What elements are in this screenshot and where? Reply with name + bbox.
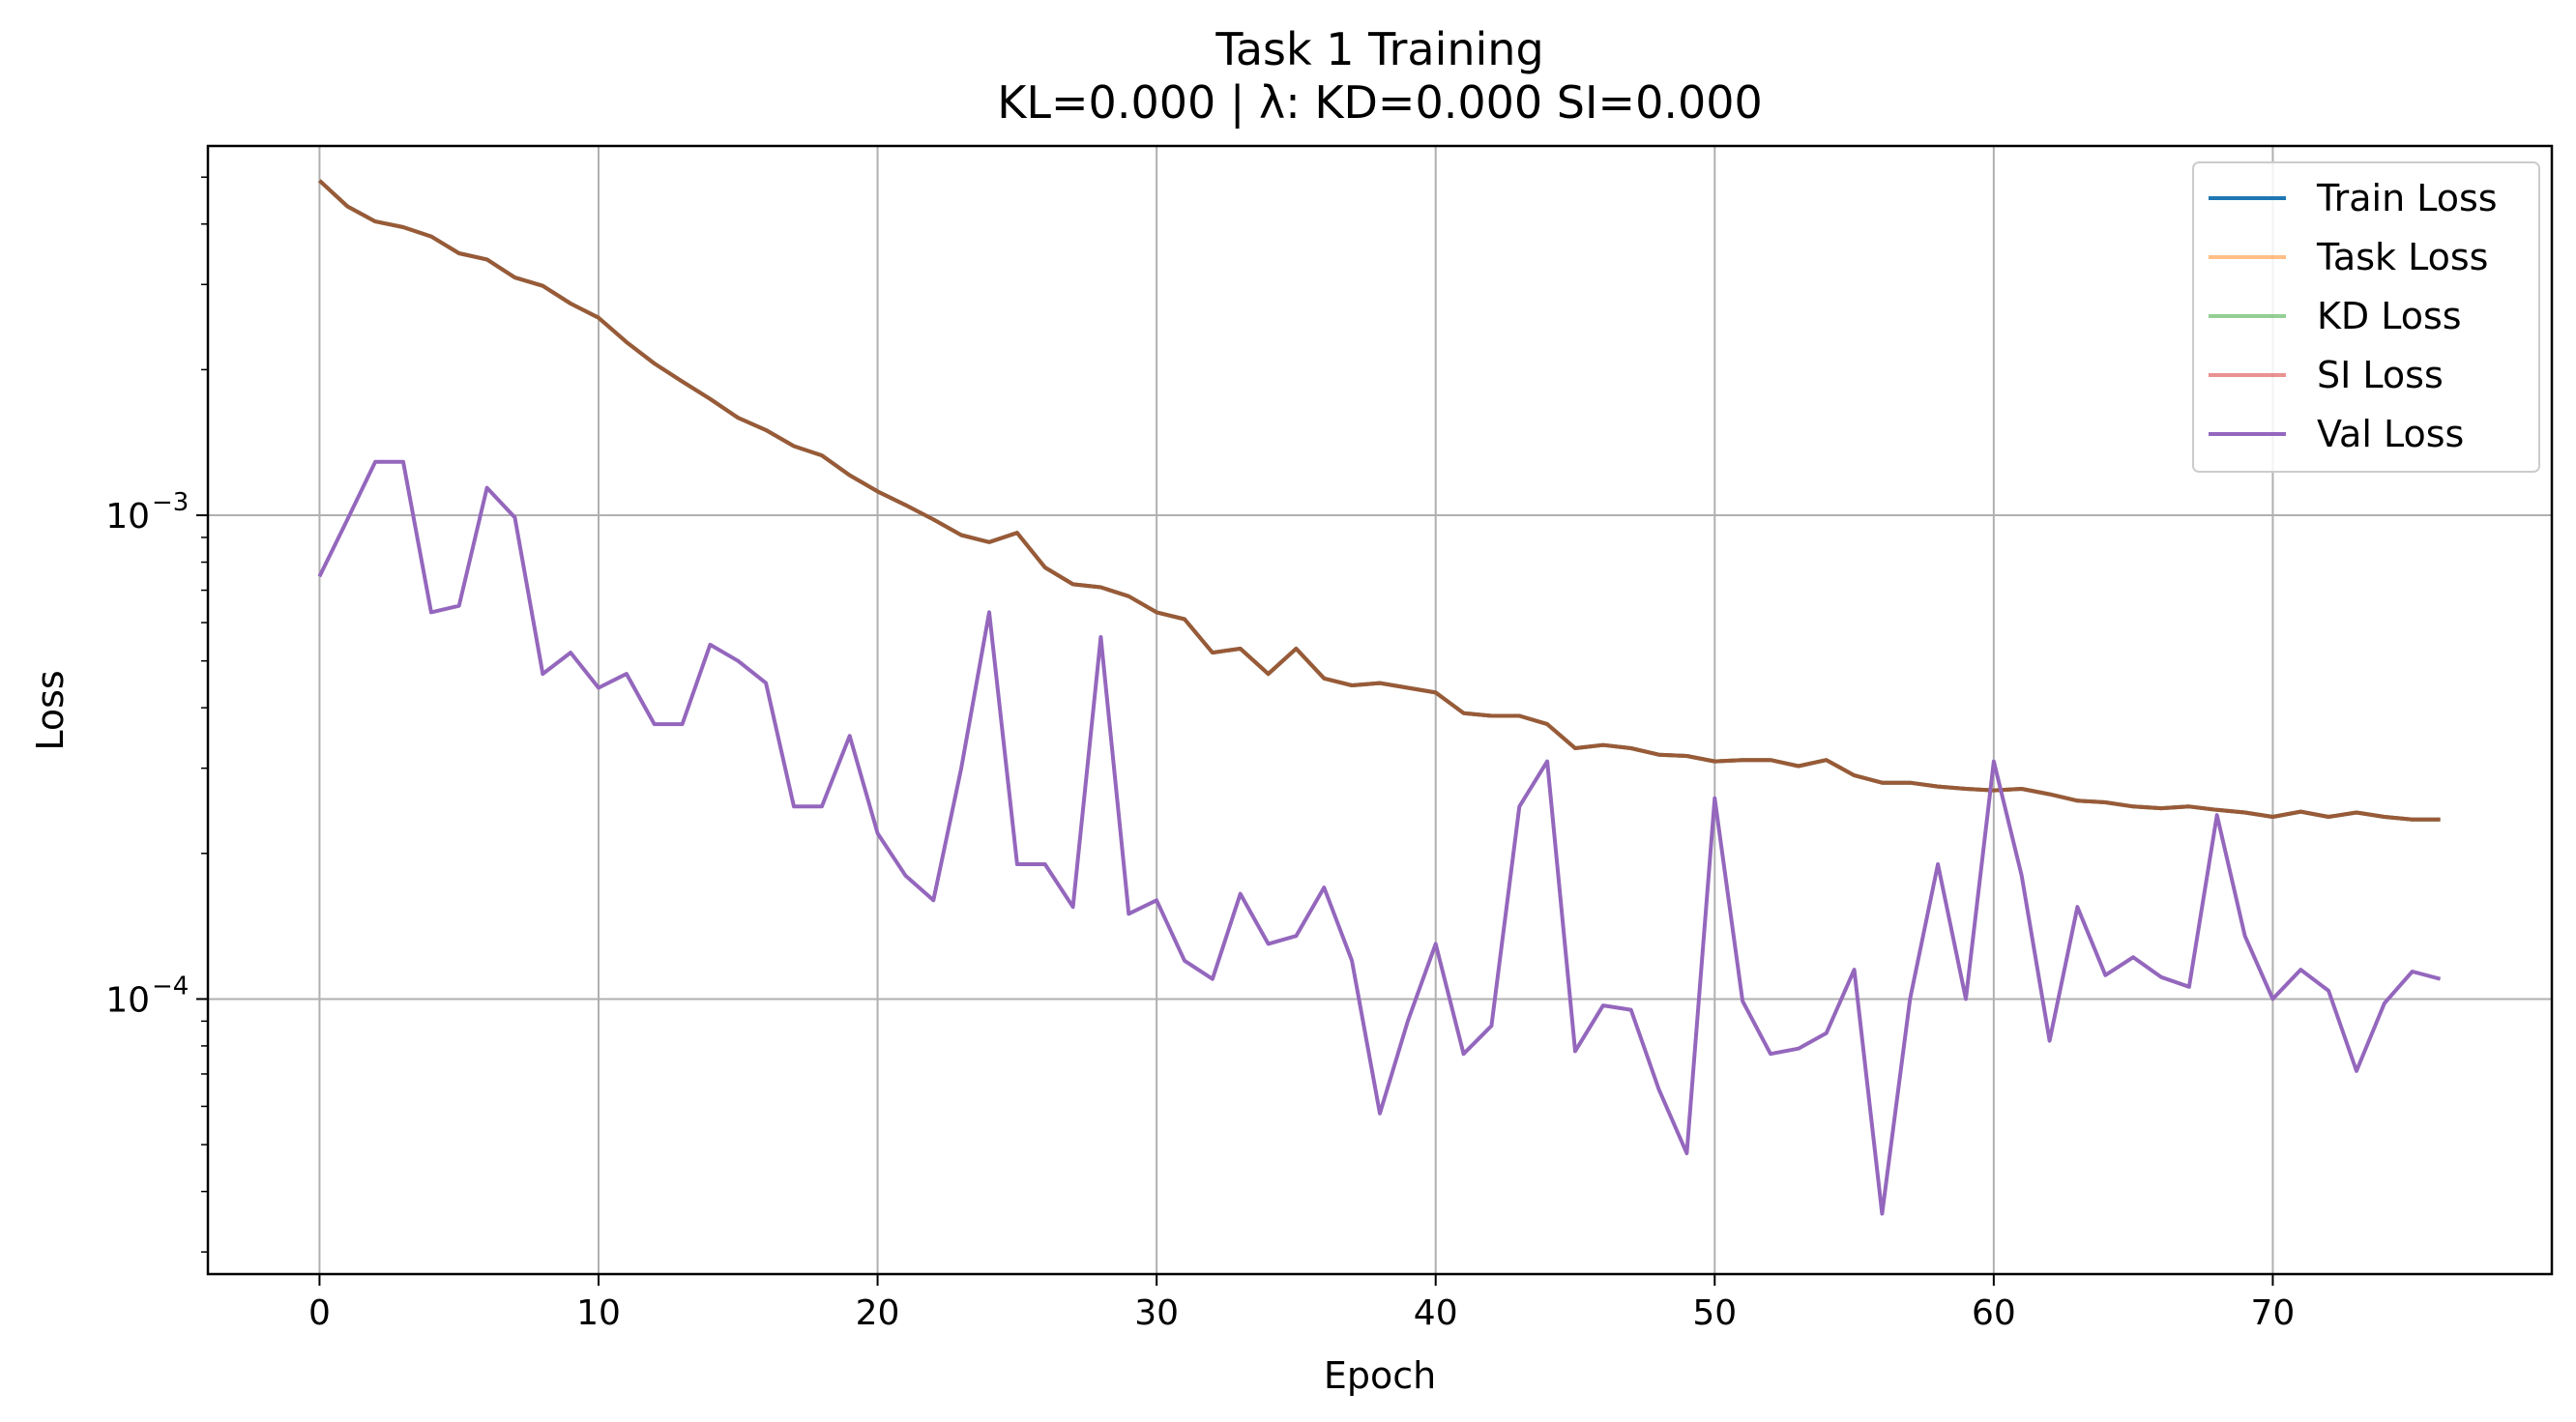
legend-label: Train Loss [2316, 177, 2498, 219]
y-axis-label: Loss [29, 670, 72, 750]
chart-subtitle: KL=0.000 | λ: KD=0.000 SI=0.000 [997, 76, 1763, 130]
x-tick-label: 30 [1134, 1293, 1179, 1333]
legend-label: SI Loss [2317, 354, 2444, 396]
plot-frame [206, 144, 2554, 1276]
x-tick-label: 60 [1972, 1293, 2016, 1333]
chart-title: Task 1 Training [1215, 23, 1543, 75]
legend: Train Loss Task Loss KD Loss SI Loss Val Los… [2192, 161, 2540, 473]
legend-label: KD Loss [2317, 295, 2462, 337]
x-tick-label: 70 [2251, 1293, 2296, 1333]
y-tick-label-exponent: −4 [152, 972, 189, 1001]
y-tick-label: 10 [105, 980, 150, 1020]
legend-label: Val Loss [2317, 413, 2464, 455]
legend-box [2192, 161, 2540, 473]
x-tick-label: 10 [576, 1293, 621, 1333]
y-tick-label-exponent: −3 [152, 488, 189, 517]
series-line-si-loss [318, 179, 2441, 822]
y-tick-label: 10 [105, 497, 150, 537]
x-tick-label: 50 [1692, 1293, 1737, 1333]
x-tick-label: 40 [1414, 1293, 1458, 1333]
x-axis-label: Epoch [1324, 1354, 1436, 1397]
grid [208, 146, 2552, 1274]
series-lines [317, 179, 2442, 1216]
x-tick-label: 0 [308, 1293, 331, 1333]
x-tick-label: 20 [856, 1293, 900, 1333]
legend-label: Task Loss [2316, 236, 2488, 278]
series-line-val-loss [317, 459, 2442, 1216]
